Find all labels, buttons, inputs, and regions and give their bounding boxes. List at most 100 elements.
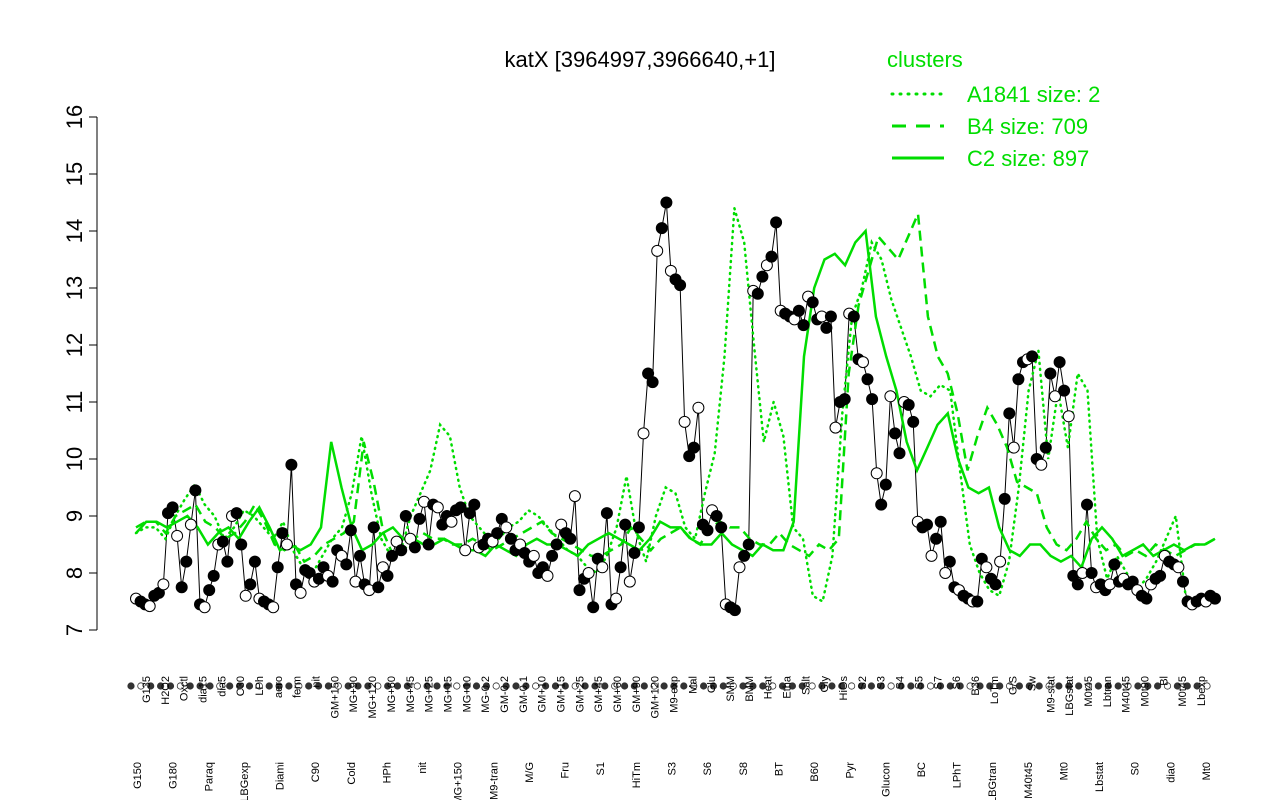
series-2 <box>135 208 1216 564</box>
x-tick-label: Etha <box>782 675 794 699</box>
x-axis-marker <box>472 682 481 690</box>
x-axis-marker <box>828 682 836 690</box>
x-tick-label: M40t45 <box>1023 762 1035 799</box>
data-point <box>1154 569 1167 582</box>
x-tick-label: C30 <box>235 676 247 696</box>
data-point <box>628 547 641 559</box>
x-axis-marker <box>611 682 619 690</box>
x-axis-marker <box>1045 682 1053 690</box>
x-tick-label: MG-0.2 <box>480 676 492 713</box>
data-point <box>1039 441 1052 454</box>
x-axis-marker <box>423 682 431 690</box>
x-axis-marker <box>1124 682 1132 690</box>
data-point <box>280 538 293 551</box>
data-point <box>980 561 993 574</box>
x-tick-label: M0t90 <box>1140 676 1152 707</box>
data-point <box>797 319 810 332</box>
data-point <box>889 427 901 440</box>
x-tick-label: S5 <box>913 676 925 689</box>
x-axis-marker <box>157 682 165 690</box>
x-tick-label: LoTm <box>989 676 1001 704</box>
y-tick-label: 16 <box>62 105 87 129</box>
data-point <box>285 458 298 471</box>
x-tick-label: MG+45 <box>405 676 417 712</box>
series-line <box>135 228 1216 570</box>
data-point <box>1085 567 1098 579</box>
x-axis-marker <box>759 682 767 690</box>
data-point <box>614 561 627 574</box>
x-tick-label: S3 <box>876 676 888 689</box>
x-axis-marker <box>1065 682 1073 690</box>
data-point <box>998 492 1011 505</box>
x-axis-marker <box>650 682 658 690</box>
x-axis-marker <box>551 682 560 690</box>
data-point <box>623 575 636 588</box>
x-tick-label: MG+15 <box>442 676 454 712</box>
data-point <box>861 373 874 386</box>
data-point <box>893 447 906 460</box>
x-tick-label: GM+45 <box>593 676 605 712</box>
data-point <box>1049 390 1061 403</box>
data-point <box>756 270 769 283</box>
x-axis-marker <box>512 682 520 690</box>
data-point <box>660 196 673 209</box>
x-axis: G135 H2O2 Oxctl dia15 dia5 C30 LPh aero ferm nit G… <box>127 675 1213 800</box>
x-axis-marker <box>413 682 421 690</box>
data-point <box>399 510 412 522</box>
x-tick-label: Heat <box>763 676 775 699</box>
x-tick-label: HPh <box>381 762 393 783</box>
data-point <box>728 604 741 617</box>
x-tick-label: Fru <box>560 762 572 779</box>
data-point <box>354 549 366 562</box>
data-point <box>738 549 751 562</box>
data-point <box>989 578 1002 591</box>
x-tick-label: Pyr <box>845 762 857 779</box>
x-tick-label: H2O2 <box>160 676 172 705</box>
data-point <box>166 501 179 514</box>
data-point <box>367 521 380 534</box>
x-axis-marker <box>690 682 698 690</box>
data-point <box>742 538 755 551</box>
data-point <box>189 484 202 497</box>
x-tick-label: GM-0.2 <box>499 676 511 713</box>
x-tick-label: M0t45 <box>1177 676 1189 707</box>
data-point <box>431 501 444 514</box>
data-point <box>573 584 586 597</box>
data-point <box>198 601 211 614</box>
x-axis-marker <box>847 682 856 690</box>
x-tick-label: M9-tran <box>488 762 500 800</box>
x-axis-marker <box>719 682 727 690</box>
data-point <box>1172 561 1185 574</box>
x-axis-marker <box>314 682 323 690</box>
x-tick-label: BT <box>773 762 785 776</box>
x-tick-label: Lbstat <box>1094 762 1106 792</box>
x-axis-marker <box>729 682 737 690</box>
data-point <box>491 527 504 540</box>
x-axis-marker <box>1183 682 1191 690</box>
x-tick-label: M9-stat <box>1045 676 1057 713</box>
data-point <box>930 532 943 545</box>
x-axis-marker <box>966 682 974 690</box>
x-axis-marker <box>1035 682 1043 690</box>
x-tick-label: Sw <box>1026 676 1038 691</box>
x-tick-label: S2 <box>857 676 869 689</box>
x-axis-marker <box>1203 682 1211 690</box>
x-tick-label: Gly <box>819 676 831 693</box>
x-tick-label: GM+150 <box>329 676 341 719</box>
x-axis-marker <box>285 682 293 690</box>
series-line <box>135 208 1216 564</box>
x-axis-marker <box>946 682 954 690</box>
data-point <box>326 575 339 588</box>
data-point <box>765 250 778 263</box>
x-tick-label: GM+60 <box>612 676 624 712</box>
data-point <box>943 555 956 568</box>
data-point <box>1108 558 1121 571</box>
data-point <box>596 561 609 574</box>
data-point <box>239 589 252 602</box>
x-tick-label: LPhT <box>952 762 964 789</box>
data-point <box>157 578 170 591</box>
y-tick-label: 8 <box>62 567 87 579</box>
x-axis-marker <box>482 682 490 690</box>
data-point <box>884 390 897 403</box>
x-tick-label: nit <box>417 762 429 774</box>
